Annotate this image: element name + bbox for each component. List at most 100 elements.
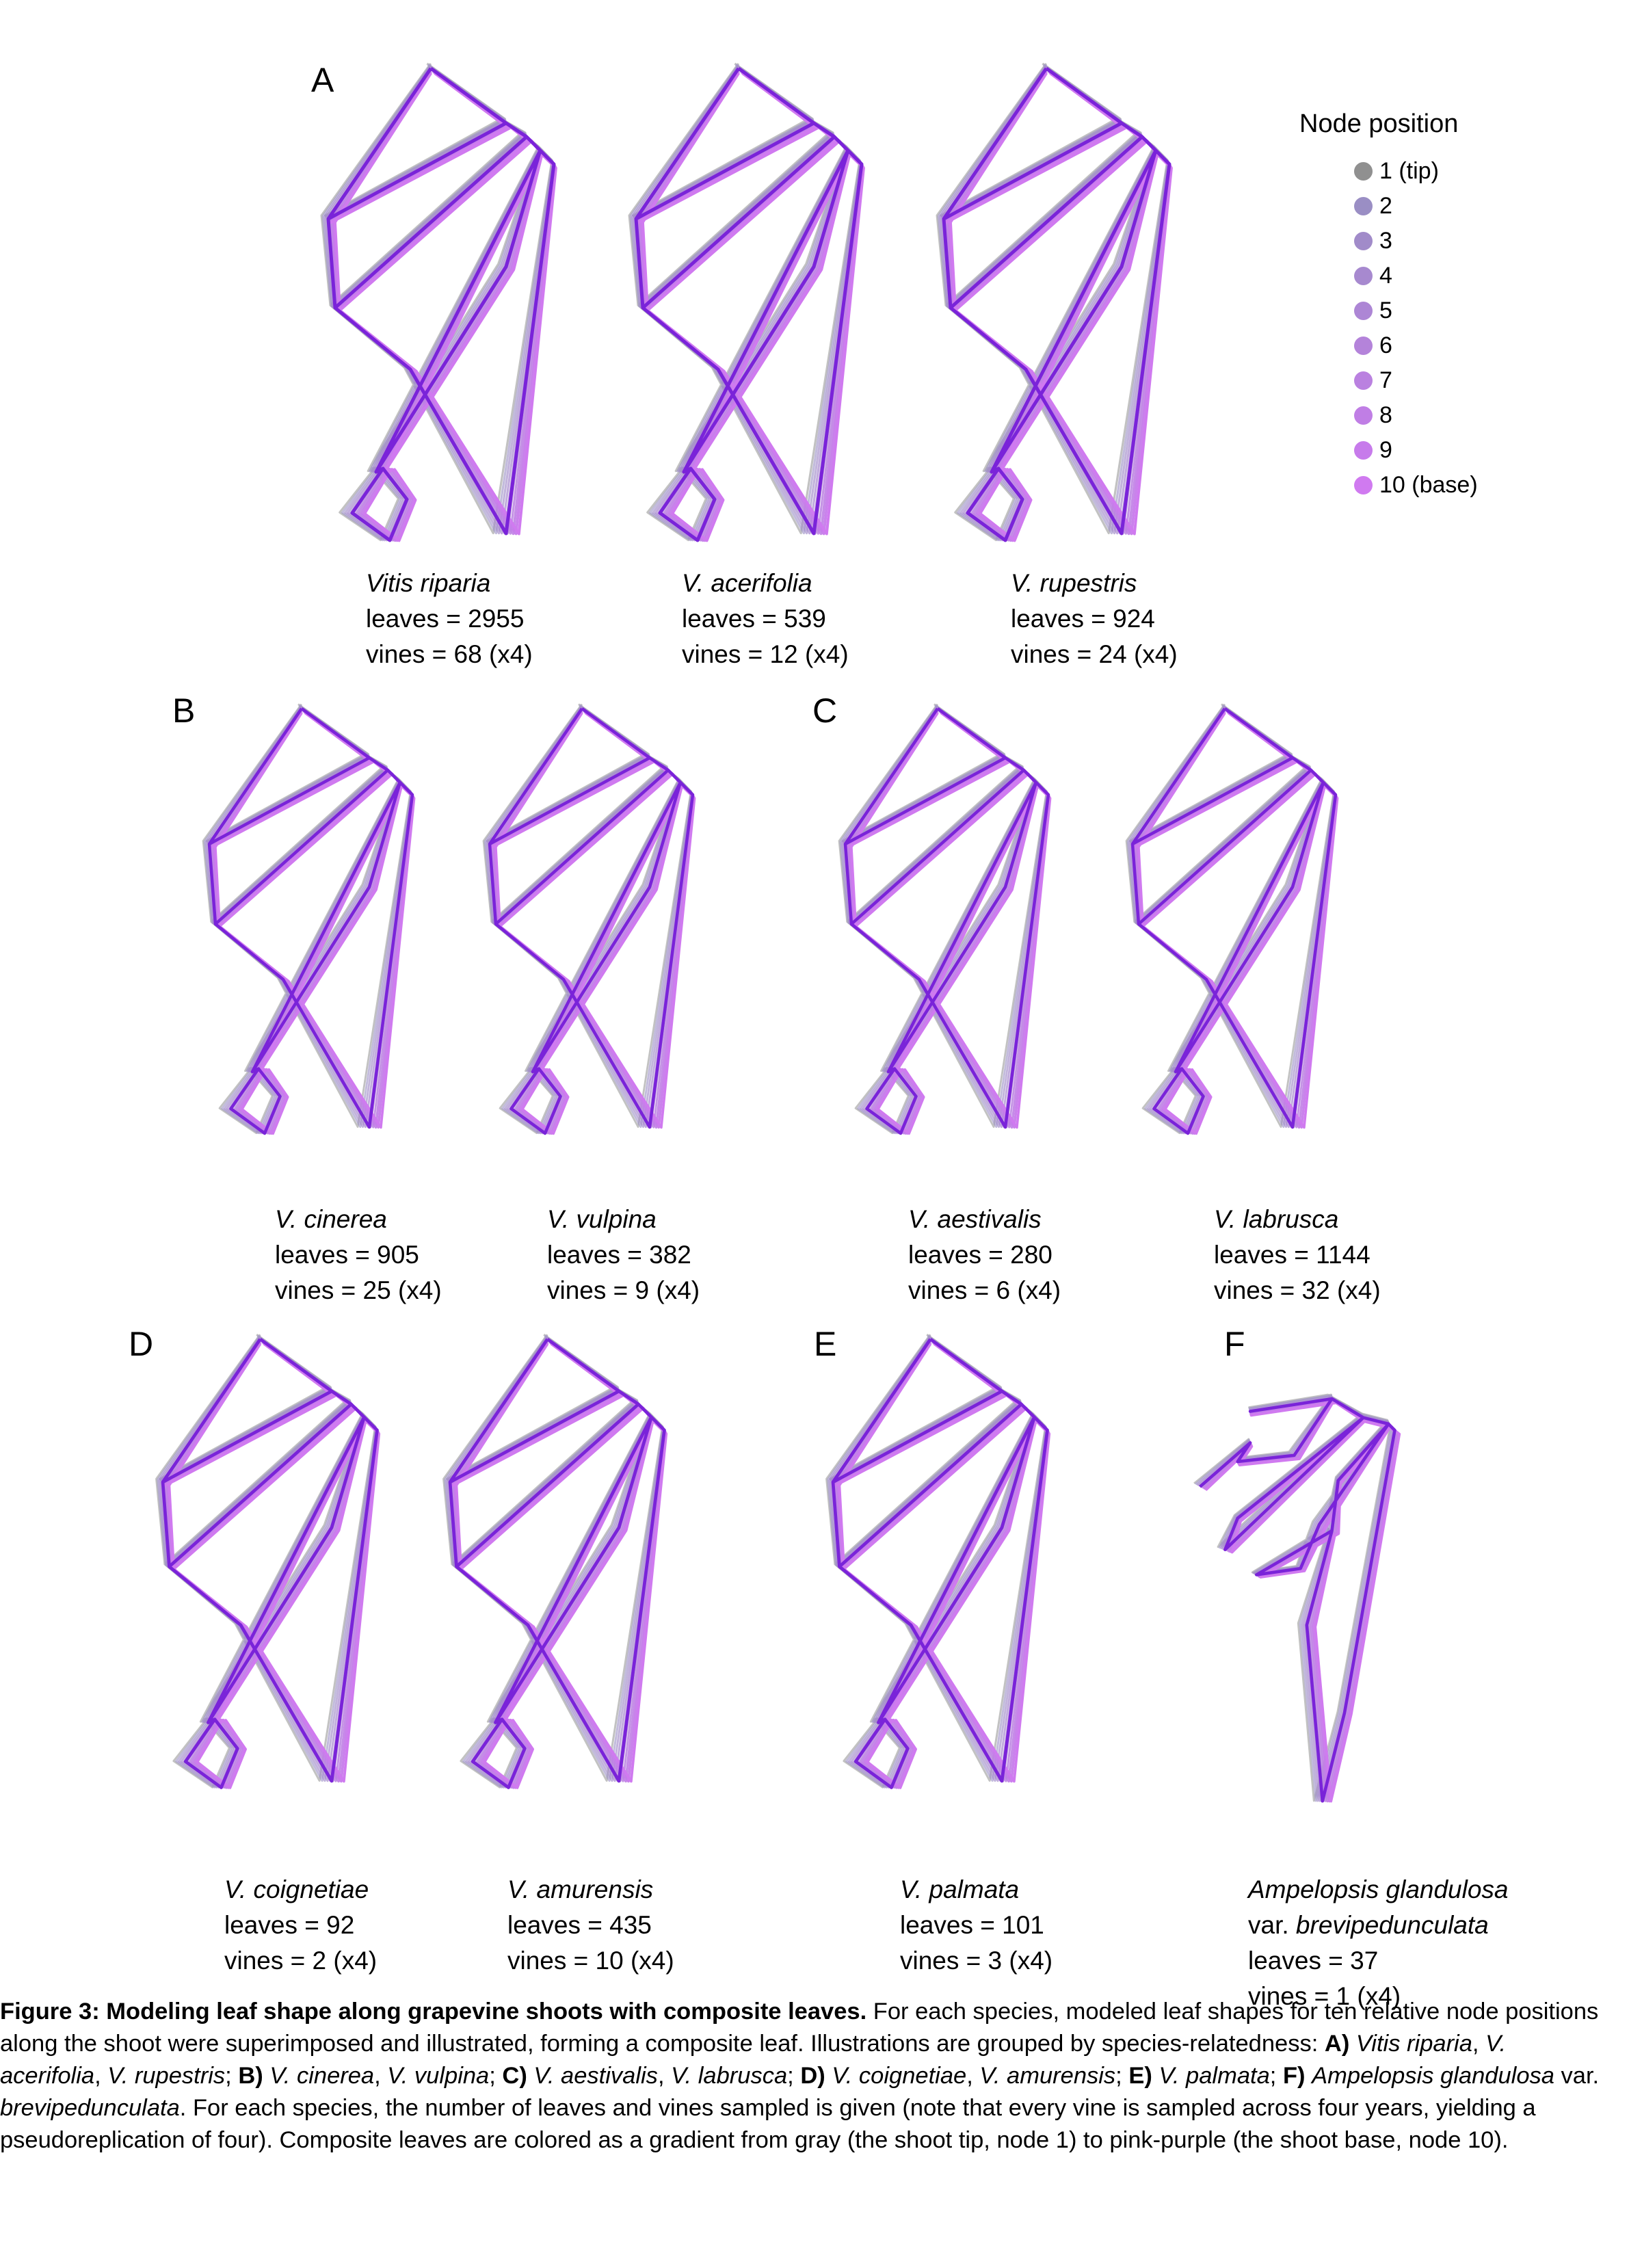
caption-species: V. rupestris [107,2063,226,2089]
panel-label-c: C [812,691,838,730]
leaf-outline-mean [942,66,1171,542]
legend-swatch-7 [1354,371,1373,390]
legend-title: Node position [1299,109,1459,138]
caption-species: V. acerifolia [0,2031,1507,2089]
node-position-legend: Node position 1 (tip) 2 3 4 5 6 7 8 9 10… [1299,109,1478,503]
legend-item: 6 [1299,328,1478,363]
leaf-outline-node-10 [1134,711,1339,1135]
legend-swatch-3 [1354,232,1373,250]
species-label-vulpina: V. vulpina leaves = 382 vines = 9 (x4) [547,1202,700,1308]
species-name: V. cinerea [275,1205,387,1233]
leaves-count: leaves = 92 [224,1911,355,1939]
panel-label-b: B [172,691,196,730]
vines-count: vines = 10 (x4) [507,1947,674,1975]
legend-label: 3 [1379,228,1392,254]
panel-label-f: F [1224,1325,1245,1363]
caption-ref-c: C) [502,2063,527,2089]
legend-label: 8 [1379,402,1392,428]
legend-item: 3 [1299,224,1478,259]
legend-item: 9 [1299,433,1478,468]
caption-species: V. coignetiae [832,2063,967,2089]
caption-sep: , [657,2063,672,2089]
legend-item: 1 (tip) [1299,154,1478,189]
legend-item: 2 [1299,189,1478,224]
species-name: V. labrusca [1214,1205,1339,1233]
composite-leaf-ampelopsis [1193,1393,1401,1803]
panel-label-d: D [129,1325,154,1363]
leaves-count: leaves = 280 [908,1241,1052,1269]
caption-sep: ; [1269,2063,1283,2089]
leaf-outline-mean [207,707,414,1135]
species-label-coignetiae: V. coignetiae leaves = 92 vines = 2 (x4) [224,1872,377,1979]
leaf-outline-node-10 [847,711,1052,1135]
composite-leaf-vulpina [482,703,696,1135]
caption-sep: , [94,2063,108,2089]
composite-leaf-riparia [320,62,557,542]
leaf-outline-node-10 [491,711,696,1135]
species-name: V. coignetiae [224,1875,369,1903]
caption-ref-e: E) [1128,2063,1152,2089]
caption-ref-f: F) [1282,2063,1306,2089]
caption-text: . For each species, the number of leaves… [0,2095,1536,2153]
leaves-count: leaves = 382 [547,1241,691,1269]
leaves-count: leaves = 539 [682,605,826,633]
leaf-outline-mean [326,66,556,542]
vines-count: vines = 3 (x4) [900,1947,1053,1975]
caption-species: Ampelopsis glandulosa [1312,2063,1554,2089]
caption-ref-d: D) [800,2063,825,2089]
species-name: Vitis riparia [366,569,491,597]
caption-sep: var. [1554,2063,1600,2089]
leaves-count: leaves = 37 [1248,1947,1379,1975]
vines-count: vines = 24 (x4) [1011,640,1178,668]
composite-leaf-rupestris [936,62,1173,542]
legend-label: 10 (base) [1379,472,1478,498]
leaf-outline-mean [1199,1397,1396,1803]
legend-item: 5 [1299,293,1478,328]
species-name: V. acerifolia [682,569,812,597]
leaf-outline-node-10 [451,1343,668,1789]
leaf-outline-node-10 [834,1343,1051,1789]
caption-species: V. aestivalis [533,2063,658,2089]
caption-species: Vitis riparia [1355,2031,1472,2057]
species-label-riparia: Vitis riparia leaves = 2955 vines = 68 (… [366,566,533,672]
species-name: V. aestivalis [908,1205,1042,1233]
leaf-outline-mean [831,1338,1049,1789]
species-label-aestivalis: V. aestivalis leaves = 280 vines = 6 (x4… [908,1202,1061,1308]
caption-species: V. cinerea [269,2063,375,2089]
legend-label: 5 [1379,298,1392,324]
species-name: V. vulpina [547,1205,657,1233]
leaf-outline-node-10 [164,1343,381,1789]
legend-label: 9 [1379,437,1392,463]
legend-swatch-8 [1354,406,1373,425]
species-label-labrusca: V. labrusca leaves = 1144 vines = 32 (x4… [1214,1202,1381,1308]
legend-label: 6 [1379,332,1392,358]
leaf-outline-node-10 [211,711,416,1135]
leaf-outline-mean [1130,707,1338,1135]
legend-item: 7 [1299,363,1478,398]
caption-species: V. labrusca [671,2063,788,2089]
caption-species: V. vulpina [387,2063,490,2089]
leaves-count: leaves = 2955 [366,605,525,633]
variety-prefix: var. [1248,1911,1296,1939]
leaves-count: leaves = 905 [275,1241,419,1269]
caption-ref-a: A) [1324,2031,1350,2057]
panel-label-e: E [814,1325,837,1363]
leaf-outline-node-10 [1204,1401,1401,1803]
composite-leaf-aestivalis [838,703,1052,1135]
caption-sep: , [1472,2031,1486,2057]
species-name: Ampelopsis glandulosa [1248,1875,1509,1903]
legend-swatch-9 [1354,441,1373,460]
caption-sep: ; [1115,2063,1129,2089]
composite-leaf-palmata [825,1334,1051,1789]
vines-count: vines = 6 (x4) [908,1276,1061,1304]
legend-item: 8 [1299,398,1478,433]
caption-sep: ; [489,2063,503,2089]
leaves-count: leaves = 924 [1011,605,1155,633]
species-label-ampelopsis: Ampelopsis glandulosa var. brevipeduncul… [1248,1872,1509,2014]
figure-caption: Figure 3: Modeling leaf shape along grap… [0,1996,1604,2157]
caption-sep: , [374,2063,388,2089]
leaves-count: leaves = 1144 [1214,1241,1370,1269]
leaf-outline-mean [161,1338,379,1789]
legend-item: 4 [1299,259,1478,293]
